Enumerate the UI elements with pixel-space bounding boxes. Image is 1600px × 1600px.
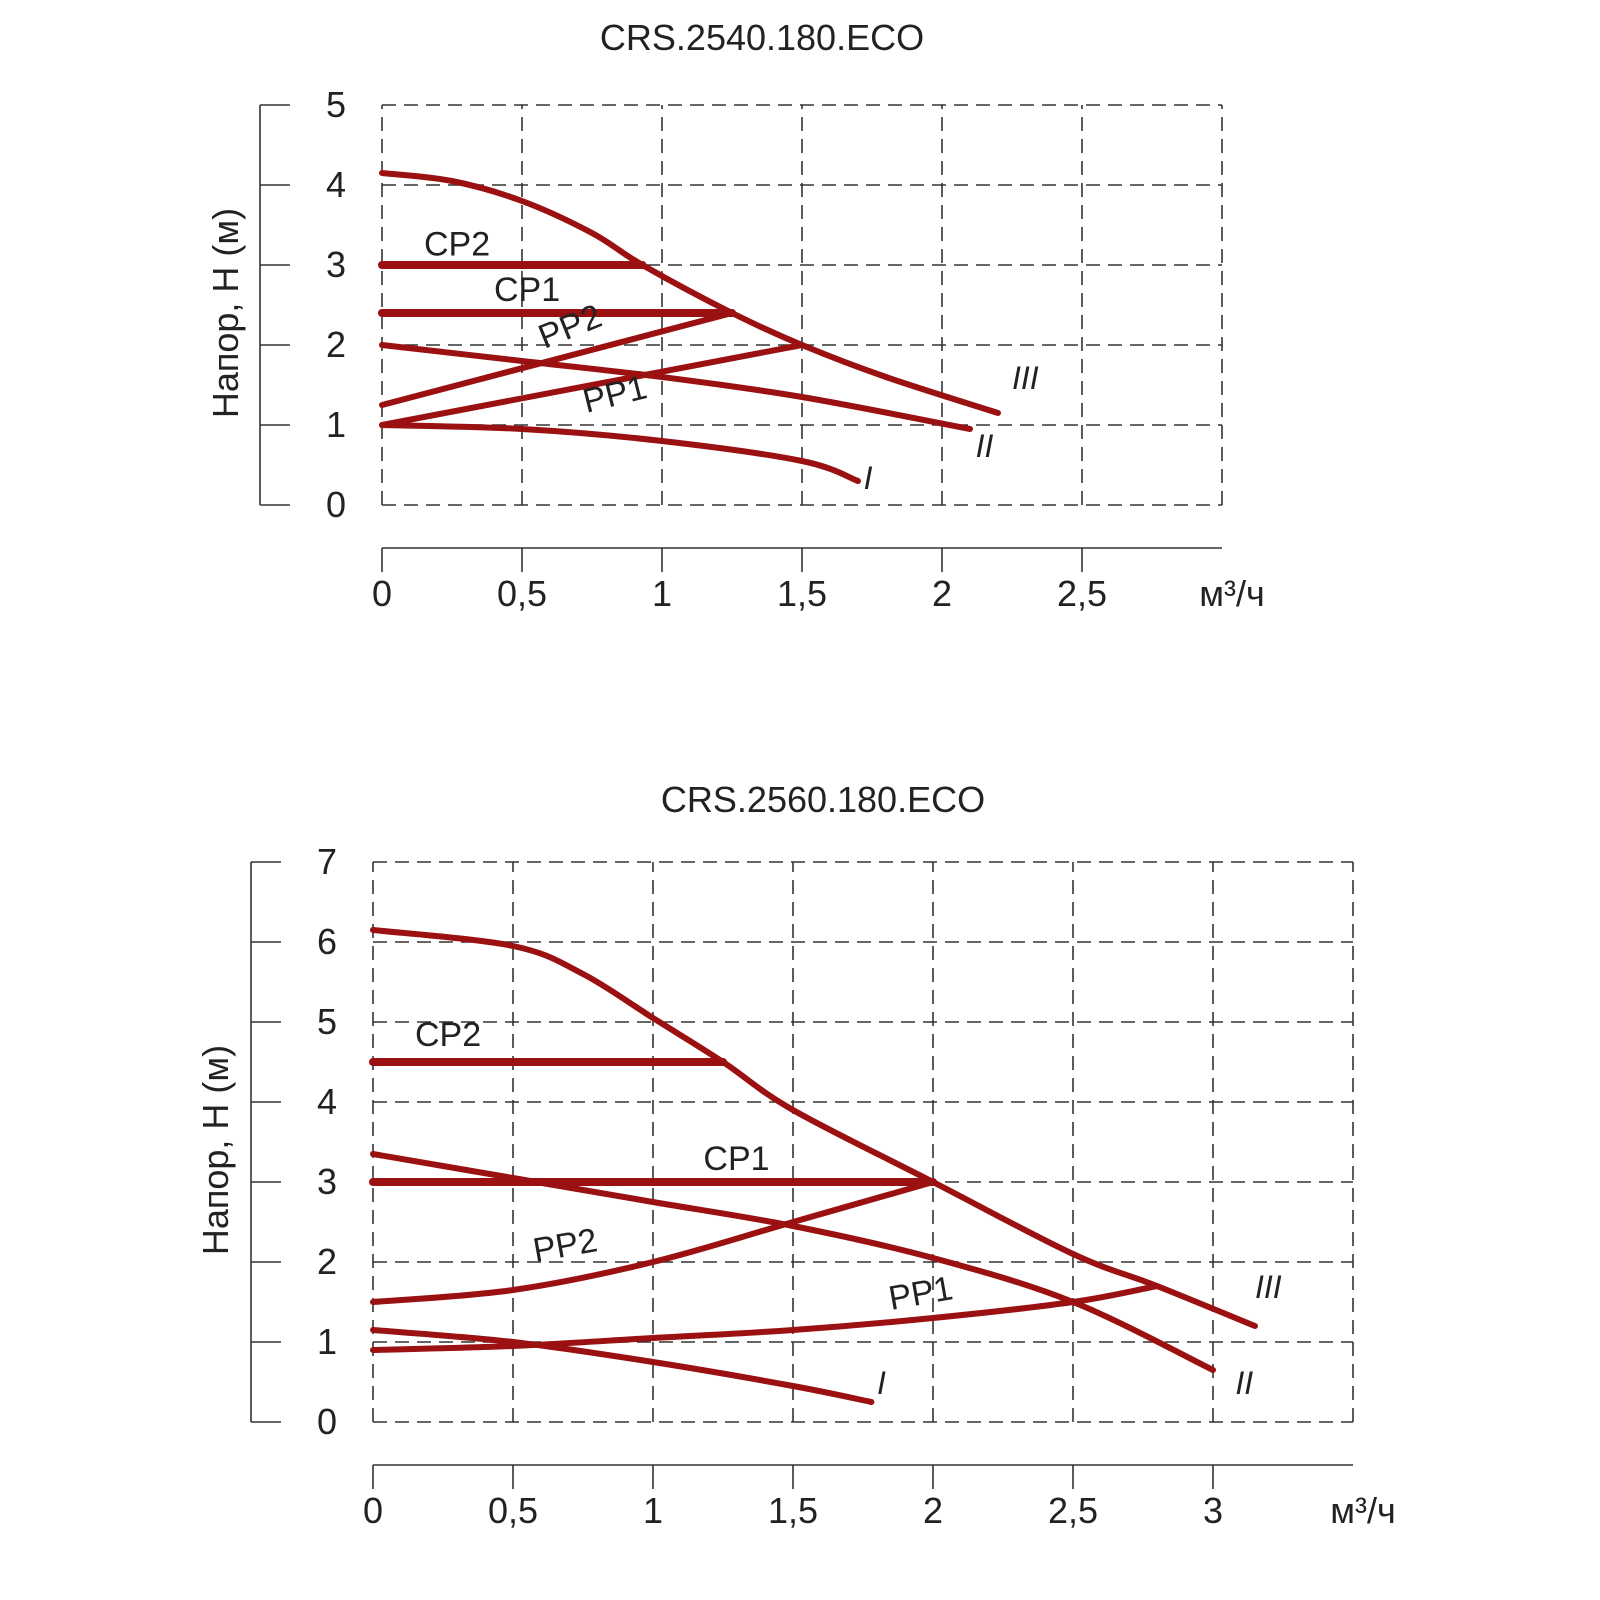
x-tick-label: 1 xyxy=(652,573,672,614)
y-tick-label: 7 xyxy=(317,841,337,882)
series-label-cp1: CP1 xyxy=(703,1140,769,1178)
series-label-cp2: CP2 xyxy=(415,1016,481,1054)
x-tick-label: 2,5 xyxy=(1048,1490,1098,1531)
y-tick-label: 2 xyxy=(326,324,346,365)
x-tick-label: 2 xyxy=(923,1490,943,1531)
series-pp1 xyxy=(379,342,805,428)
y-tick-label: 5 xyxy=(326,84,346,125)
y-tick-label: 4 xyxy=(317,1081,337,1122)
series-i xyxy=(370,1327,875,1405)
y-tick-label: 3 xyxy=(317,1161,337,1202)
series-label-cp1: CP1 xyxy=(494,271,560,309)
speed-label-iii: III xyxy=(1255,1269,1282,1305)
speed-label-iii: III xyxy=(1012,360,1039,396)
chart-1: CRS.2540.180.ECO 0 1 2 3 4 5 Напор, Н (м) 0 0,5 1 1… xyxy=(205,17,1265,614)
series-label-pp1: PP1 xyxy=(886,1269,956,1318)
y-tick-label: 0 xyxy=(317,1401,337,1442)
series-i xyxy=(379,422,861,484)
chart-title: CRS.2540.180.ECO xyxy=(600,17,924,58)
y-tick-label: 5 xyxy=(317,1001,337,1042)
y-tick-label: 6 xyxy=(317,921,337,962)
chart-title: CRS.2560.180.ECO xyxy=(661,779,985,820)
speed-label-i: I xyxy=(877,1365,886,1401)
series-iii xyxy=(370,927,1258,1329)
series-label-pp2: PP2 xyxy=(530,1221,600,1270)
x-tick-label: 0 xyxy=(372,573,392,614)
speed-label-ii: II xyxy=(976,428,994,464)
chart-2: CRS.2560.180.ECO 0 1 2 3 4 5 6 7 Напор, Н (м) 0 0,5… xyxy=(195,779,1396,1531)
series-label-pp1: PP1 xyxy=(579,368,651,420)
y-tick-label: 1 xyxy=(326,404,346,445)
y-tick-label: 4 xyxy=(326,164,346,205)
y-axis-title: Напор, Н (м) xyxy=(195,1045,236,1255)
x-tick-label: 0,5 xyxy=(488,1490,538,1531)
x-tick-label: 0 xyxy=(363,1490,383,1531)
x-tick-label: 1,5 xyxy=(768,1490,818,1531)
x-tick-label: 0,5 xyxy=(497,573,547,614)
x-tick-label: 2,5 xyxy=(1057,573,1107,614)
x-axis-unit: м³/ч xyxy=(1330,1490,1396,1531)
x-tick-label: 1 xyxy=(643,1490,663,1531)
x-tick-label: 3 xyxy=(1203,1490,1223,1531)
series-iii xyxy=(379,170,1001,416)
y-tick-label: 1 xyxy=(317,1321,337,1362)
speed-label-i: I xyxy=(864,460,873,496)
series-pp2 xyxy=(379,310,735,408)
y-tick-label: 3 xyxy=(326,244,346,285)
series-pp2 xyxy=(370,1179,936,1305)
x-tick-label: 1,5 xyxy=(777,573,827,614)
y-tick-label: 0 xyxy=(326,484,346,525)
x-axis-unit: м³/ч xyxy=(1199,573,1265,614)
y-axis-title: Напор, Н (м) xyxy=(205,208,246,418)
y-tick-label: 2 xyxy=(317,1241,337,1282)
speed-label-ii: II xyxy=(1235,1365,1253,1401)
series-ii xyxy=(379,342,973,432)
series-label-cp2: CP2 xyxy=(424,225,490,263)
x-tick-label: 2 xyxy=(932,573,952,614)
series-pp1 xyxy=(370,1283,1160,1353)
